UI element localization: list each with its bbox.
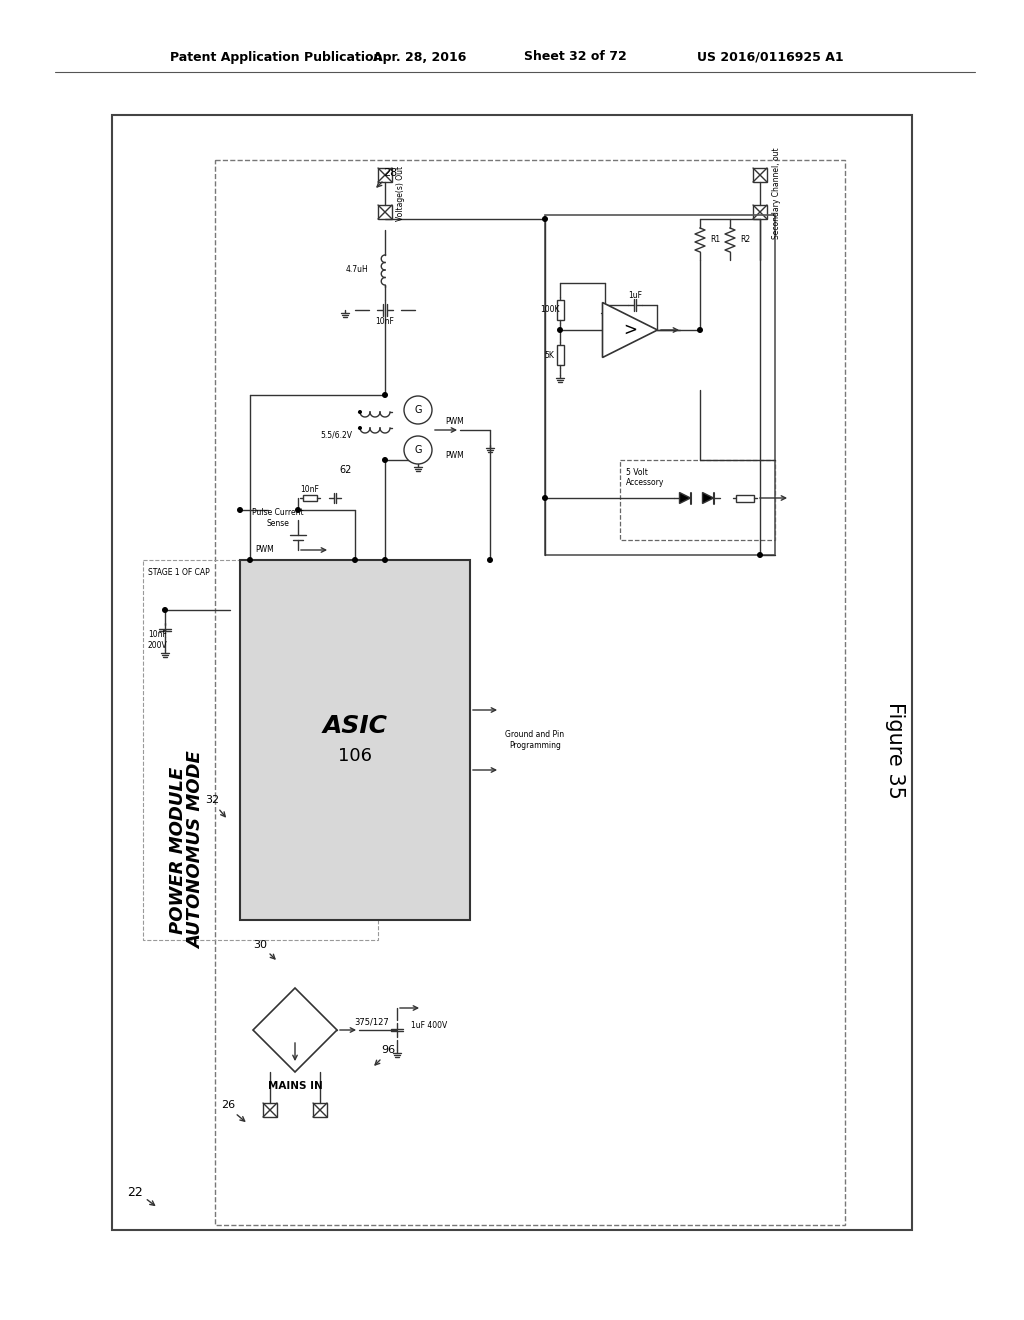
Polygon shape — [680, 492, 690, 503]
Text: 5K: 5K — [544, 351, 554, 359]
Text: MAINS IN: MAINS IN — [267, 1081, 323, 1092]
Text: R2: R2 — [740, 235, 751, 244]
Text: AUTONOMUS MODE: AUTONOMUS MODE — [187, 751, 205, 949]
Text: US 2016/0116925 A1: US 2016/0116925 A1 — [696, 50, 844, 63]
Bar — [143, 560, 378, 940]
Circle shape — [542, 216, 548, 222]
Text: >: > — [623, 321, 637, 339]
Bar — [736, 495, 754, 502]
Polygon shape — [253, 987, 337, 1072]
Text: 26: 26 — [221, 1100, 236, 1110]
Circle shape — [247, 557, 253, 564]
Text: POWER MODULE: POWER MODULE — [169, 767, 187, 933]
Text: 10nF: 10nF — [301, 486, 319, 495]
Circle shape — [542, 495, 548, 502]
Circle shape — [557, 327, 563, 333]
Text: R1: R1 — [710, 235, 720, 244]
Text: 62: 62 — [340, 465, 352, 475]
Text: 5 Volt
Accessory: 5 Volt Accessory — [626, 469, 665, 487]
Circle shape — [487, 557, 493, 564]
Text: 4.7uH: 4.7uH — [345, 265, 368, 275]
Circle shape — [295, 507, 301, 513]
Text: 1uF 400V: 1uF 400V — [411, 1022, 447, 1031]
Circle shape — [382, 392, 388, 399]
Text: Ground and Pin
Programming: Ground and Pin Programming — [506, 730, 564, 750]
Bar — [378, 168, 392, 182]
Bar — [112, 115, 912, 1230]
Circle shape — [358, 426, 362, 430]
Text: 22: 22 — [127, 1185, 143, 1199]
Circle shape — [404, 436, 432, 465]
Bar — [240, 560, 470, 920]
Text: ASIC: ASIC — [323, 714, 387, 738]
Bar — [215, 160, 845, 1225]
Circle shape — [697, 327, 703, 333]
Text: 100K: 100K — [541, 305, 560, 314]
Text: Sheet 32 of 72: Sheet 32 of 72 — [523, 50, 627, 63]
Bar — [313, 1104, 327, 1117]
Text: 30: 30 — [253, 940, 267, 950]
Circle shape — [382, 457, 388, 463]
Circle shape — [404, 396, 432, 424]
Bar — [556, 300, 563, 319]
Text: 10nF
200V: 10nF 200V — [148, 630, 168, 649]
Text: G: G — [415, 405, 422, 414]
Bar — [303, 495, 317, 502]
Text: STAGE 1 OF CAP: STAGE 1 OF CAP — [148, 568, 210, 577]
Circle shape — [352, 557, 358, 564]
Circle shape — [757, 552, 763, 558]
Text: Secondary Channel, out: Secondary Channel, out — [772, 148, 781, 239]
Text: 106: 106 — [338, 747, 372, 766]
Polygon shape — [602, 302, 657, 358]
Text: Figure 35: Figure 35 — [885, 701, 905, 799]
Text: Pulse Current
Sense: Pulse Current Sense — [252, 508, 304, 528]
Bar — [263, 1104, 278, 1117]
Bar — [378, 205, 392, 219]
Text: 375/127: 375/127 — [354, 1018, 389, 1027]
Polygon shape — [702, 492, 714, 503]
Text: 28: 28 — [383, 168, 397, 178]
Circle shape — [237, 507, 243, 513]
Bar — [620, 459, 775, 540]
Circle shape — [358, 411, 362, 414]
Text: PWM: PWM — [445, 450, 464, 459]
Text: Apr. 28, 2016: Apr. 28, 2016 — [374, 50, 467, 63]
Text: 5.5/6.2V: 5.5/6.2V — [319, 430, 352, 440]
Bar — [556, 345, 563, 366]
Circle shape — [382, 557, 388, 564]
Circle shape — [162, 607, 168, 612]
Bar — [545, 215, 775, 554]
Text: Patent Application Publication: Patent Application Publication — [170, 50, 382, 63]
Bar — [753, 205, 767, 219]
Text: G: G — [415, 445, 422, 455]
Text: 10nF: 10nF — [376, 318, 394, 326]
Bar — [753, 168, 767, 182]
Text: 1uF: 1uF — [628, 292, 642, 301]
Text: PWM: PWM — [256, 545, 274, 554]
Text: PWM: PWM — [445, 417, 464, 426]
Text: 32: 32 — [205, 795, 219, 805]
Text: Voltage(s) Out: Voltage(s) Out — [396, 165, 406, 220]
Text: 96: 96 — [381, 1045, 395, 1055]
